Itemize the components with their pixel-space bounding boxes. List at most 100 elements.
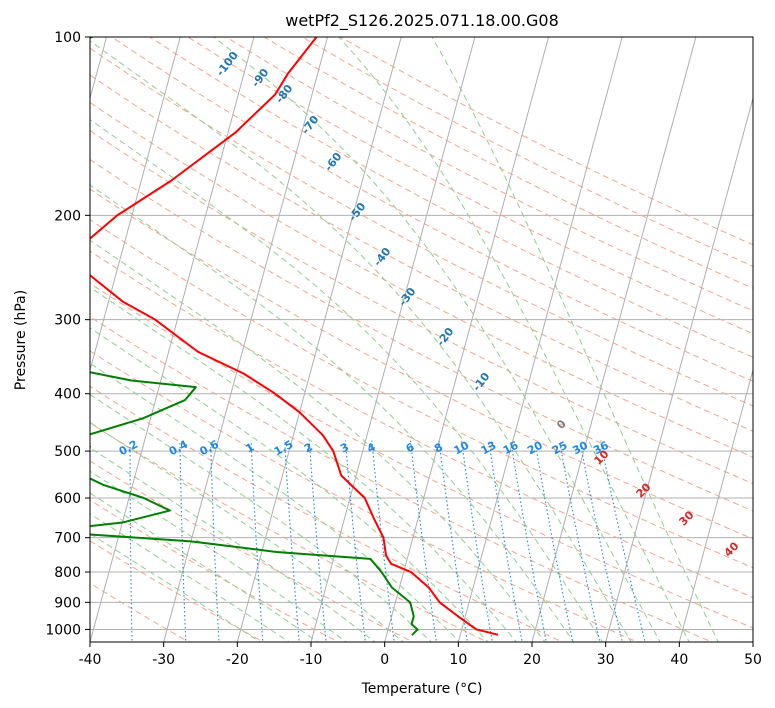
moist-adiabat-line bbox=[431, 37, 719, 642]
dry-adiabat-line bbox=[90, 101, 753, 458]
mixing-ratio-line bbox=[534, 440, 574, 642]
y-tick-label: 600 bbox=[54, 491, 81, 507]
mixing-ratio-label: 2 bbox=[302, 440, 315, 455]
sounding-series bbox=[90, 37, 499, 636]
moist-adiabat-line bbox=[338, 37, 690, 642]
mixing-ratio-line bbox=[210, 440, 220, 642]
mixing-ratio-label: 0.4 bbox=[167, 438, 191, 459]
mixing-ratio-label: 1 bbox=[243, 440, 256, 455]
isotherm-line bbox=[531, 37, 697, 642]
mixing-ratio-label: 36 bbox=[591, 439, 611, 458]
dry-adiabat-label: -100 bbox=[214, 49, 241, 79]
moist-adiabat-line bbox=[90, 286, 518, 642]
moist-adiabat-line bbox=[90, 184, 575, 642]
mixing-ratio-line bbox=[461, 440, 493, 642]
dry-adiabat-line bbox=[111, 37, 753, 382]
mixing-ratio-label: 0.1 bbox=[70, 438, 93, 459]
y-tick-label: 700 bbox=[54, 531, 81, 547]
moist-adiabat-label: 0 bbox=[554, 417, 569, 432]
dry-adiabat-label: -60 bbox=[322, 150, 345, 174]
dry-adiabat-line bbox=[302, 37, 753, 267]
dry-adiabat-line bbox=[149, 37, 753, 358]
mixing-ratio-line bbox=[579, 440, 623, 642]
y-tick-label: 100 bbox=[54, 30, 81, 46]
chart-title: wetPf2_S126.2025.071.18.00.G08 bbox=[285, 11, 559, 31]
dry-adiabat-line bbox=[90, 385, 564, 642]
y-tick-label: 400 bbox=[54, 387, 81, 403]
dry-adiabat-label: -20 bbox=[434, 325, 457, 349]
moist-adiabat-line bbox=[90, 362, 461, 642]
mixing-ratio-line bbox=[82, 441, 84, 645]
dry-adiabat-line bbox=[90, 460, 415, 642]
y-tick-label: 200 bbox=[54, 208, 81, 224]
mixing-ratio-line bbox=[179, 440, 187, 642]
dry-adiabats bbox=[90, 37, 753, 642]
dry-adiabat-label: -50 bbox=[346, 200, 369, 224]
mixing-ratio-label: 6 bbox=[404, 440, 417, 455]
y-tick-label: 800 bbox=[54, 565, 81, 581]
moist-adiabat-line bbox=[90, 447, 376, 642]
moist-adiabat-line bbox=[90, 421, 404, 642]
y-tick-label: 900 bbox=[54, 595, 81, 611]
y-axis-label: Pressure (hPa) bbox=[13, 290, 29, 390]
dry-adiabat-line bbox=[90, 219, 753, 569]
y-tick-label: 1000 bbox=[45, 622, 81, 638]
mixing-ratio-label: 4 bbox=[365, 440, 378, 455]
isotherm-line bbox=[457, 37, 623, 642]
x-tick-label: -20 bbox=[226, 652, 249, 668]
dry-adiabat-line bbox=[90, 250, 753, 599]
plot-area: 0.1 0.2 0.4 0.6 1 1.5 2 3 4 6 8 10 13 16 20 25 30 36-100-… bbox=[70, 37, 753, 645]
isotherm-line bbox=[90, 37, 181, 373]
dry-adiabat-line bbox=[187, 37, 753, 335]
x-tick-label: -30 bbox=[152, 652, 175, 668]
mixing-ratio-label: 30 bbox=[570, 439, 590, 458]
dewpoint-line bbox=[90, 37, 419, 636]
mixing-ratio-line bbox=[371, 440, 395, 642]
dry-adiabat-line bbox=[340, 37, 753, 246]
dry-adiabat-line bbox=[90, 316, 714, 642]
x-tick-label: 10 bbox=[449, 652, 467, 668]
x-tick-label: 20 bbox=[523, 652, 541, 668]
isotherm-line bbox=[752, 640, 753, 642]
dry-adiabat-line bbox=[90, 130, 753, 485]
isopleth-labels: 0.1 0.2 0.4 0.6 1 1.5 2 3 4 6 8 10 13 16 20 25 30 36-100-… bbox=[70, 49, 742, 560]
moist-adiabat-line bbox=[90, 40, 632, 642]
mixing-ratio-line bbox=[250, 440, 264, 642]
mixing-ratio-label: 10 bbox=[452, 439, 472, 458]
plot-frame bbox=[89, 36, 754, 643]
mixing-ratio-line bbox=[129, 440, 133, 642]
moist-adiabat-line bbox=[90, 470, 348, 642]
dry-adiabat-line bbox=[90, 188, 753, 540]
mixing-ratio-label: 0.2 bbox=[117, 438, 140, 459]
dry-adiabat-line bbox=[225, 37, 753, 312]
dry-adiabat-line bbox=[90, 282, 753, 629]
mixing-ratio-line bbox=[599, 440, 646, 642]
moist-adiabat-label: 30 bbox=[677, 508, 697, 528]
mixing-ratio-label: 8 bbox=[432, 440, 445, 455]
moist-adiabat-line bbox=[90, 239, 546, 642]
isotherm-line bbox=[384, 37, 550, 642]
dry-adiabat-line bbox=[90, 582, 190, 642]
mixing-ratio-label: 16 bbox=[501, 439, 521, 458]
mixing-ratio-label: 0.6 bbox=[198, 438, 222, 459]
y-tick-label: 500 bbox=[54, 444, 81, 460]
mixing-ratio-line bbox=[488, 440, 523, 642]
x-tick-label: 0 bbox=[380, 652, 389, 668]
moist-adiabat-line bbox=[90, 492, 319, 642]
moist-adiabat-line bbox=[90, 513, 290, 642]
isotherm-line bbox=[605, 96, 753, 642]
isotherm-line bbox=[236, 37, 402, 642]
dry-adiabat-line bbox=[90, 158, 753, 512]
mixing-ratio-label: 20 bbox=[525, 439, 545, 458]
x-tick-label: -40 bbox=[79, 652, 102, 668]
mixing-ratio-line bbox=[558, 440, 601, 642]
isotherm-line bbox=[90, 37, 255, 642]
temperature-line bbox=[90, 37, 499, 636]
mixing-ratio-line bbox=[344, 440, 366, 642]
dry-adiabat-line bbox=[90, 422, 489, 642]
mixing-ratio-line bbox=[510, 440, 547, 642]
moist-adiabat-label: 40 bbox=[722, 539, 742, 559]
x-axis-label: Temperature (°C) bbox=[361, 681, 483, 697]
dry-adiabat-line bbox=[90, 74, 753, 432]
